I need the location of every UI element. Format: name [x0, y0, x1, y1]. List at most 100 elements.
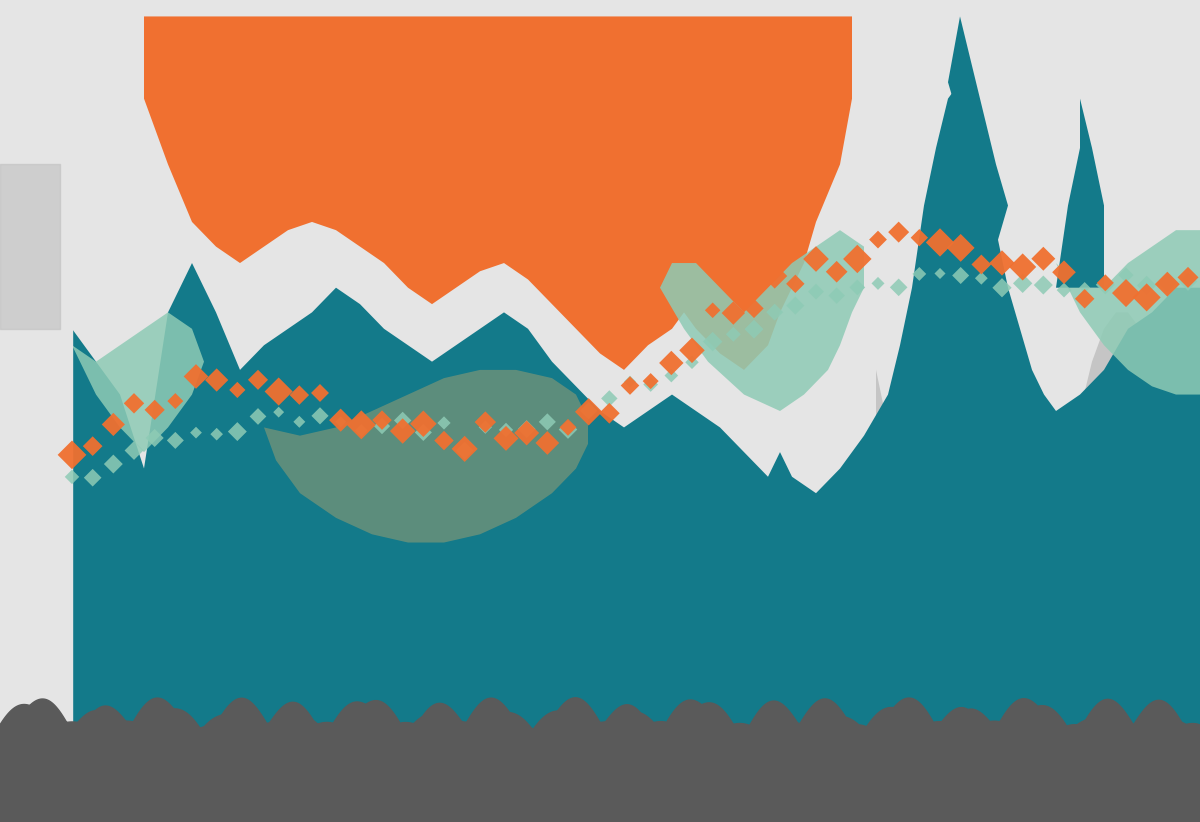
- Point: [475, 421, 494, 434]
- Point: [1033, 252, 1052, 266]
- Polygon shape: [0, 181, 60, 312]
- Polygon shape: [876, 312, 1200, 740]
- Polygon shape: [72, 312, 204, 452]
- Point: [372, 419, 391, 432]
- Point: [869, 233, 888, 246]
- Point: [1075, 292, 1094, 305]
- Point: [248, 373, 268, 386]
- Point: [806, 285, 826, 298]
- Point: [289, 389, 308, 402]
- Point: [434, 417, 454, 430]
- Point: [394, 413, 413, 427]
- Point: [475, 415, 494, 428]
- Point: [827, 266, 846, 279]
- Point: [1033, 279, 1052, 292]
- Point: [434, 434, 454, 447]
- Point: [930, 267, 949, 280]
- Point: [847, 281, 866, 294]
- Point: [145, 432, 164, 445]
- Point: [952, 242, 971, 255]
- Point: [661, 369, 680, 382]
- Polygon shape: [1056, 99, 1104, 288]
- Point: [910, 231, 929, 244]
- Point: [1013, 277, 1032, 290]
- Polygon shape: [264, 370, 588, 543]
- Point: [1178, 270, 1198, 284]
- Point: [311, 386, 330, 399]
- Polygon shape: [660, 230, 864, 411]
- Point: [414, 418, 433, 431]
- Point: [372, 413, 391, 427]
- Point: [352, 424, 371, 437]
- Point: [620, 375, 640, 388]
- Point: [497, 423, 516, 436]
- Point: [311, 409, 330, 423]
- Point: [1158, 276, 1177, 289]
- Point: [744, 302, 763, 315]
- Point: [269, 405, 288, 418]
- Point: [889, 281, 908, 294]
- Point: [248, 410, 268, 423]
- Point: [208, 373, 227, 386]
- Point: [331, 413, 350, 427]
- Point: [145, 404, 164, 417]
- Point: [972, 271, 991, 284]
- Point: [1096, 276, 1115, 289]
- Point: [847, 252, 866, 266]
- Point: [889, 225, 908, 238]
- Point: [661, 357, 680, 370]
- Point: [538, 436, 557, 450]
- Point: [497, 432, 516, 445]
- Point: [208, 427, 227, 441]
- Point: [786, 277, 805, 290]
- Point: [744, 322, 763, 335]
- Point: [83, 440, 102, 453]
- Point: [703, 303, 722, 316]
- Point: [455, 444, 474, 457]
- Point: [580, 404, 599, 418]
- Point: [558, 421, 577, 434]
- Point: [641, 378, 660, 391]
- Point: [517, 423, 536, 436]
- Point: [62, 448, 82, 461]
- Point: [1138, 291, 1157, 304]
- Point: [910, 267, 929, 280]
- Point: [414, 426, 433, 439]
- Point: [1138, 279, 1157, 292]
- Point: [1158, 278, 1177, 291]
- Polygon shape: [948, 16, 1008, 247]
- Point: [125, 444, 144, 457]
- Point: [103, 458, 122, 471]
- Point: [394, 424, 413, 437]
- Point: [455, 442, 474, 455]
- Point: [580, 405, 599, 418]
- Point: [1055, 266, 1074, 279]
- Point: [1075, 281, 1094, 294]
- Point: [806, 252, 826, 266]
- Point: [724, 328, 743, 341]
- Point: [517, 427, 536, 440]
- Point: [1116, 287, 1135, 300]
- Point: [538, 415, 557, 428]
- Point: [827, 289, 846, 302]
- Point: [786, 299, 805, 312]
- Point: [62, 470, 82, 483]
- Point: [766, 306, 785, 319]
- Point: [1013, 261, 1032, 274]
- Point: [992, 281, 1012, 294]
- Point: [766, 270, 785, 283]
- Point: [186, 370, 205, 383]
- Point: [600, 392, 619, 405]
- Point: [558, 423, 577, 436]
- Point: [1178, 275, 1198, 288]
- Point: [125, 397, 144, 410]
- Point: [166, 434, 185, 447]
- Point: [703, 335, 722, 349]
- Polygon shape: [1056, 230, 1200, 395]
- Point: [683, 356, 702, 369]
- Point: [869, 277, 888, 290]
- Point: [683, 344, 702, 357]
- Point: [228, 425, 247, 438]
- Point: [992, 256, 1012, 270]
- Point: [289, 415, 308, 428]
